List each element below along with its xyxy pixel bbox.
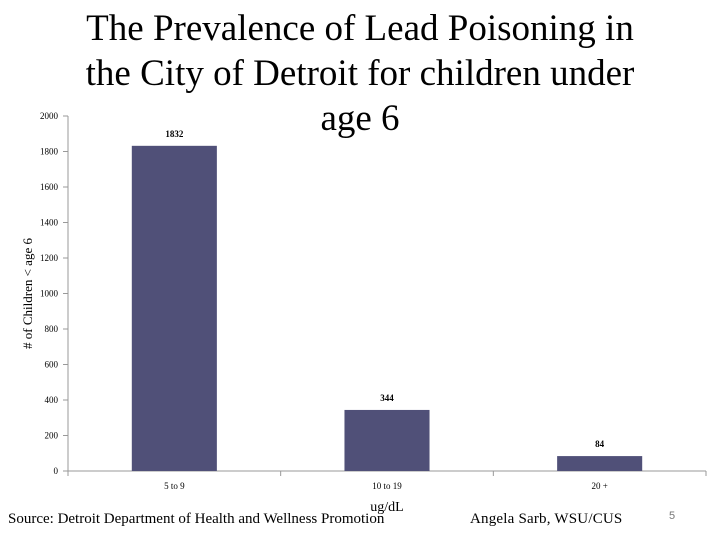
slide-title: The Prevalence of Lead Poisoning in the …: [10, 6, 710, 141]
title-line-2: the City of Detroit for children under: [85, 53, 635, 94]
y-tick-label: 800: [45, 324, 59, 334]
bar: [344, 409, 430, 471]
x-tick-label: 20 +: [592, 481, 608, 491]
y-tick-label: 1800: [40, 147, 59, 157]
y-tick-label: 1000: [40, 289, 59, 299]
y-axis-title: # of Children < age 6: [20, 238, 35, 349]
y-tick-label: 400: [45, 395, 59, 405]
bar: [131, 145, 217, 471]
data-label: 344: [380, 393, 394, 403]
data-label: 84: [595, 439, 605, 449]
y-tick-label: 600: [45, 360, 59, 370]
y-tick-label: 0: [54, 466, 59, 476]
source-note: Source: Detroit Department of Health and…: [8, 511, 385, 527]
y-tick-label: 1400: [40, 218, 59, 228]
y-tick-label: 1600: [40, 182, 59, 192]
y-tick-label: 2000: [40, 111, 59, 121]
author-credit: Angela Sarb, WSU/CUS: [470, 511, 623, 527]
title-line-1: The Prevalence of Lead Poisoning in: [86, 8, 634, 49]
x-axis-title: ug/dL: [370, 500, 403, 515]
x-tick-label: 5 to 9: [164, 481, 185, 491]
title-line-3: age 6: [320, 98, 400, 139]
y-tick-label: 200: [45, 431, 59, 441]
x-tick-label: 10 to 19: [372, 481, 402, 491]
data-label: 1832: [165, 129, 184, 139]
page-number: 5: [669, 510, 676, 522]
y-tick-label: 1200: [40, 253, 59, 263]
bar: [557, 456, 643, 471]
